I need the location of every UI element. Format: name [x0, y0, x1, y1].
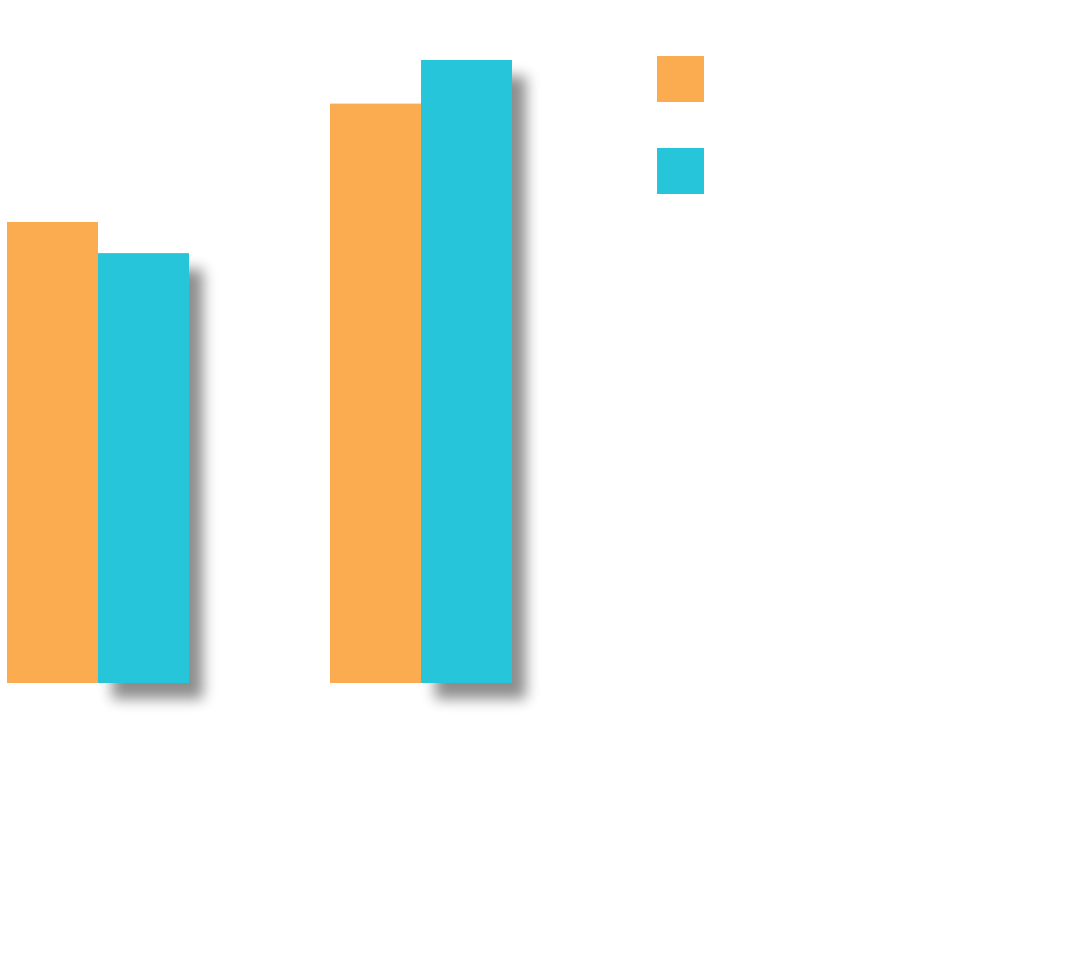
- bar-series-2-group-1: [98, 253, 189, 683]
- bar-series-1-group-2: [330, 103, 421, 684]
- bars-group: [7, 60, 512, 684]
- bar-group-1: [7, 221, 189, 684]
- bar-series-1-group-1: [7, 221, 98, 684]
- bar-group-2: [330, 60, 512, 684]
- legend-swatch-series-1: [657, 56, 704, 102]
- legend-swatch-series-2: [657, 148, 704, 194]
- bar-series-2-group-2: [421, 60, 512, 683]
- legend: [657, 56, 704, 194]
